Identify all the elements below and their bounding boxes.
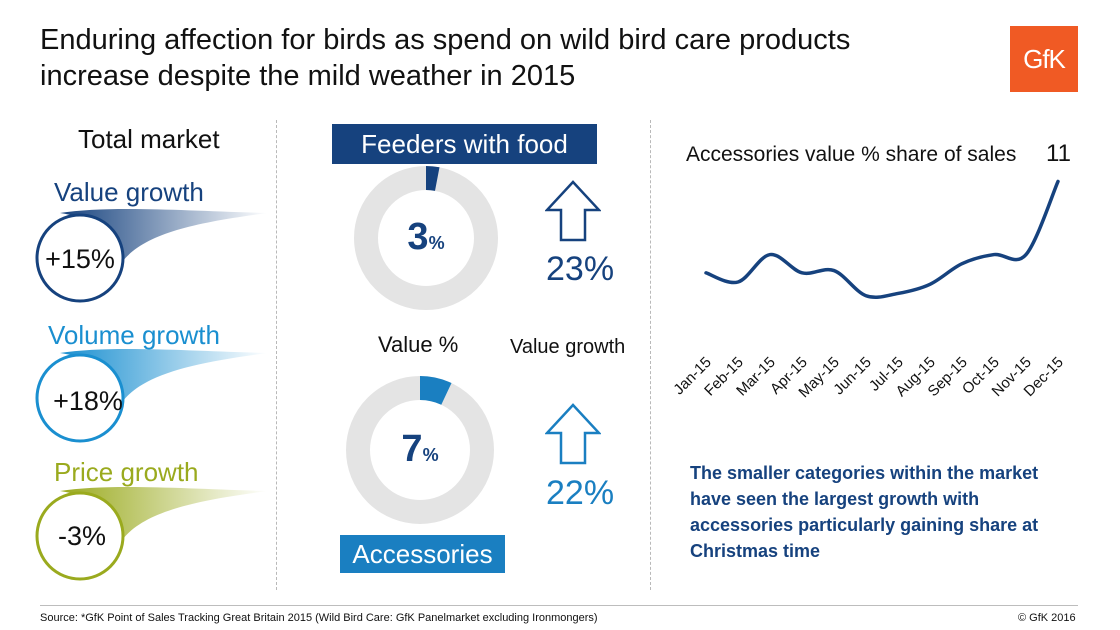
growth-swooshes xyxy=(35,208,268,581)
footer-divider xyxy=(40,605,1078,606)
volume-growth-value: +18% xyxy=(53,386,123,416)
feeders-donut-share xyxy=(426,166,440,191)
page-title: Enduring affection for birds as spend on… xyxy=(40,22,940,94)
value-growth-col-label: Value growth xyxy=(510,336,626,358)
divider-right xyxy=(650,120,651,590)
x-axis-tick-labels: Jan-15Feb-15Mar-15Apr-15May-15Jun-15Jul-… xyxy=(670,354,1066,401)
copyright: © GfK 2016 xyxy=(1018,612,1076,624)
feeders-share-unit: % xyxy=(428,233,445,253)
feeders-with-food-tag: Feeders with food xyxy=(332,124,597,164)
accessories-donut xyxy=(346,376,494,524)
feeders-growth-value: 23% xyxy=(546,250,615,288)
chart-title: Accessories value % share of sales xyxy=(686,143,1017,166)
feeders-donut xyxy=(354,166,498,310)
value-growth-value: +15% xyxy=(45,244,115,274)
title-line-1: Enduring affection for birds as spend on… xyxy=(40,24,851,56)
accessories-up-arrow-icon xyxy=(545,403,601,465)
feeders-share-value: 3 xyxy=(407,216,429,258)
price-growth-value: -3% xyxy=(57,521,106,551)
accessories-share-value: 7 xyxy=(401,428,423,470)
accessories-share-label: 7% xyxy=(346,428,494,471)
title-line-2: increase despite the mild weather in 201… xyxy=(40,60,576,92)
insight-note: The smaller categories within the market… xyxy=(690,463,1039,561)
accessories-donut-share xyxy=(420,376,452,405)
source-note: Source: *GfK Point of Sales Tracking Gre… xyxy=(40,612,598,624)
value-growth-label: Value growth xyxy=(54,177,204,207)
value-growth-graphic xyxy=(35,208,268,303)
line-chart: Jan-15Feb-15Mar-15Apr-15May-15Jun-15Jul-… xyxy=(670,179,1067,401)
feeders-share-label: 3% xyxy=(354,216,498,259)
feeders-up-arrow-icon xyxy=(545,180,601,242)
chart-end-label: 11 xyxy=(1046,140,1071,167)
volume-growth-label: Volume growth xyxy=(48,320,220,350)
value-pct-label: Value % xyxy=(378,332,459,357)
price-growth-graphic xyxy=(35,486,268,581)
gfk-logo: GfK xyxy=(1010,26,1078,92)
price-growth-label: Price growth xyxy=(54,457,199,487)
series-line xyxy=(704,179,1060,299)
total-market-title: Total market xyxy=(78,124,220,154)
accessories-tag: Accessories xyxy=(340,535,505,573)
volume-growth-graphic xyxy=(35,348,268,443)
divider-left xyxy=(276,120,277,590)
accessories-growth-value: 22% xyxy=(546,474,615,512)
accessories-share-unit: % xyxy=(422,445,439,465)
